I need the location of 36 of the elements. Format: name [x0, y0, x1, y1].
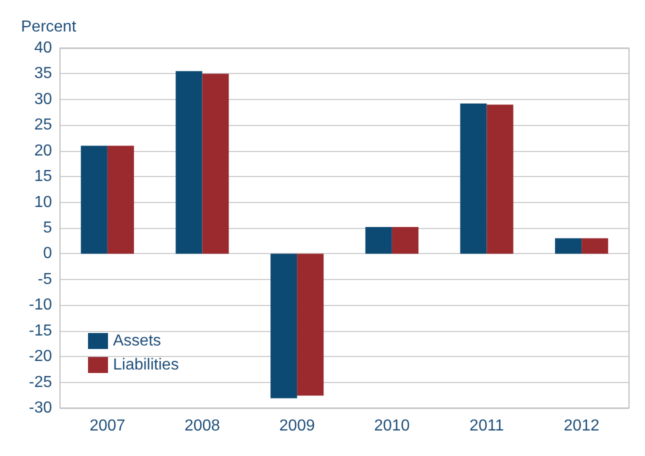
bar — [202, 74, 229, 254]
bar — [582, 238, 608, 254]
x-tick-label: 2007 — [90, 418, 126, 434]
y-tick-label: 5 — [43, 220, 52, 236]
bar — [176, 71, 202, 254]
y-tick-label: -15 — [28, 322, 52, 340]
y-tick-label: -30 — [28, 400, 52, 416]
bar — [392, 226, 418, 254]
y-tick-label: 25 — [34, 116, 52, 134]
y-tick-label: 20 — [34, 142, 52, 160]
legend-label: Assets — [113, 332, 162, 350]
y-tick-label: 0 — [43, 245, 52, 262]
y-tick-label: -20 — [28, 348, 52, 366]
bar — [107, 146, 134, 254]
bar — [270, 254, 298, 398]
y-tick-label: 15 — [34, 168, 52, 186]
bar — [80, 146, 108, 254]
bar — [486, 104, 514, 254]
bar — [555, 238, 582, 254]
y-axis-title: Percent — [21, 18, 77, 36]
y-tick-label: 10 — [34, 194, 52, 211]
x-tick-label: 2012 — [564, 418, 600, 434]
y-tick-label: 40 — [34, 40, 52, 56]
bar — [297, 254, 324, 396]
bar — [365, 226, 392, 254]
bar — [460, 104, 487, 254]
x-tick-label: 2011 — [470, 418, 504, 434]
y-tick-label: -25 — [28, 374, 52, 391]
legend-label: Liabilities — [113, 356, 179, 374]
x-tick-label: 2010 — [374, 418, 410, 434]
x-tick-label: 2009 — [279, 418, 315, 434]
y-tick-label: 35 — [34, 65, 52, 82]
x-tick-label: 2008 — [184, 418, 220, 434]
y-tick-label: 30 — [34, 90, 52, 108]
y-tick-label: -10 — [28, 296, 52, 314]
y-tick-label: -5 — [38, 270, 52, 288]
